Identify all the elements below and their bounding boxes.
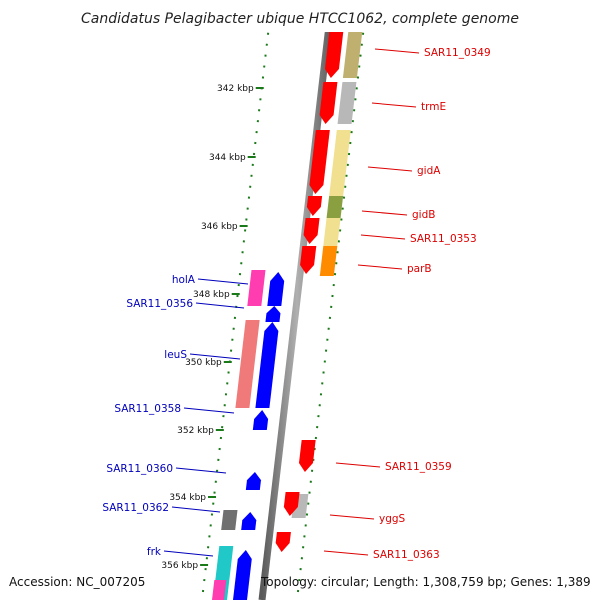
gene-label: SAR11_0353	[410, 233, 477, 245]
leader-line	[323, 550, 369, 556]
leader-line	[183, 407, 235, 414]
left-dotted-guide	[201, 0, 273, 600]
backbone	[258, 0, 336, 600]
leader-line	[367, 166, 413, 172]
forward-gene-arrow	[298, 440, 316, 472]
forward-gene-arrow	[300, 246, 317, 274]
gene-arrows	[233, 0, 344, 600]
forward-gene-arrow	[309, 130, 330, 194]
gene-label: SAR11_0349	[424, 47, 491, 59]
leader-line	[195, 302, 245, 309]
tick-label: 348 kbp	[193, 290, 230, 300]
leader-line	[197, 278, 249, 285]
gene-label: frk	[147, 546, 162, 558]
forward-category-bar	[329, 130, 351, 196]
forward-category-bar	[342, 30, 363, 78]
label-leader-lines	[163, 48, 420, 557]
forward-gene-arrow	[283, 492, 300, 516]
gene-label: parB	[407, 263, 432, 275]
leader-line	[175, 467, 227, 474]
reverse-gene-arrow	[267, 272, 285, 306]
tick-label: 356 kbp	[161, 561, 198, 571]
category-bars	[212, 0, 366, 600]
leader-line	[357, 264, 403, 270]
gene-labels: SAR11_0349 trmE gidA gidB SAR11_0353 parB SAR1…	[102, 47, 490, 561]
gene-label: SAR11_0359	[385, 461, 452, 473]
leader-line	[329, 514, 375, 520]
forward-gene-arrow	[303, 218, 320, 244]
reverse-category-bar	[212, 580, 227, 600]
reverse-category-bar	[235, 320, 260, 408]
reverse-gene-arrow	[252, 410, 269, 430]
right-dotted-guide	[296, 0, 368, 600]
leader-line	[189, 353, 241, 360]
tick-label: 344 kbp	[209, 153, 246, 163]
accession-text: Accession: NC_007205	[9, 575, 145, 589]
leader-line	[171, 506, 221, 513]
forward-category-bar	[337, 82, 357, 124]
forward-category-bar	[326, 196, 344, 218]
gene-label: SAR11_0356	[126, 298, 193, 310]
tick-label: 354 kbp	[169, 493, 206, 503]
map-title: Candidatus Pelagibacter ubique HTCC1062,…	[81, 11, 519, 27]
reverse-gene-arrow	[245, 472, 261, 490]
forward-category-bar	[323, 218, 341, 246]
leader-line	[374, 48, 420, 54]
forward-gene-arrow	[306, 196, 323, 216]
genome-summary-text: Topology: circular; Length: 1,308,759 bp…	[260, 575, 591, 589]
forward-gene-arrow	[275, 532, 291, 552]
reverse-gene-arrow	[255, 322, 279, 408]
forward-category-bar	[319, 246, 338, 276]
gene-label: SAR11_0358	[114, 403, 181, 415]
tick-label: 350 kbp	[185, 358, 222, 368]
gene-label: yggS	[379, 513, 406, 525]
gene-label: holA	[172, 274, 196, 286]
reverse-category-bar	[247, 270, 266, 306]
reverse-gene-arrow	[233, 550, 252, 600]
gene-label: gidB	[412, 209, 435, 221]
gene-label: SAR11_0363	[373, 549, 440, 561]
leader-line	[360, 234, 406, 240]
gene-label: trmE	[421, 101, 446, 113]
forward-gene-arrow	[324, 30, 344, 78]
tick-label: 346 kbp	[201, 222, 238, 232]
title-band	[0, 0, 600, 32]
dotted-guides	[201, 0, 368, 600]
leader-line	[361, 210, 408, 216]
reverse-category-bar	[221, 510, 238, 530]
gene-label: SAR11_0362	[102, 502, 169, 514]
gene-label: gidA	[417, 165, 441, 177]
reverse-gene-arrow	[265, 306, 281, 322]
forward-gene-arrow	[319, 82, 338, 124]
leader-line	[163, 550, 214, 557]
gene-label: SAR11_0360	[106, 463, 173, 475]
gene-label: leuS	[164, 349, 187, 361]
reverse-gene-arrow	[241, 512, 257, 530]
tick-label: 342 kbp	[217, 84, 254, 94]
ruler-ticks: 342 kbp 344 kbp 346 kbp 348 kbp 350 kbp 352 k…	[161, 84, 264, 571]
tick-label: 352 kbp	[177, 426, 214, 436]
leader-line	[371, 102, 417, 108]
leader-line	[335, 462, 381, 468]
